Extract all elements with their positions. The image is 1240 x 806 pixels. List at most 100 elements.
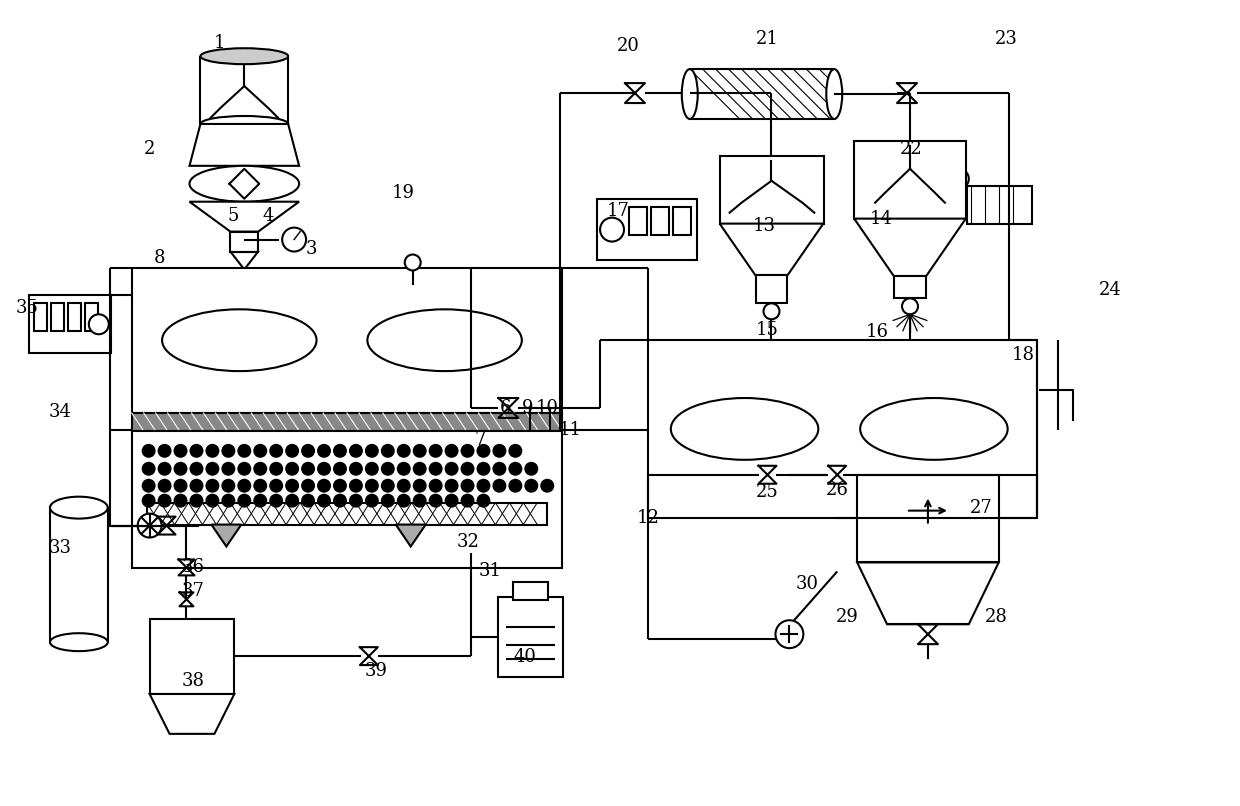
Circle shape <box>476 479 491 492</box>
Circle shape <box>89 314 109 334</box>
Ellipse shape <box>201 48 288 64</box>
Ellipse shape <box>367 310 522 371</box>
Circle shape <box>334 494 347 508</box>
Bar <box>649 340 1037 517</box>
Circle shape <box>269 479 283 492</box>
Circle shape <box>365 494 379 508</box>
Circle shape <box>301 494 315 508</box>
Text: 37: 37 <box>182 583 205 600</box>
Circle shape <box>334 479 347 492</box>
Text: 36: 36 <box>182 559 205 576</box>
Circle shape <box>492 444 506 458</box>
Bar <box>629 206 647 235</box>
Text: 13: 13 <box>753 217 776 235</box>
Circle shape <box>141 494 155 508</box>
Circle shape <box>301 479 315 492</box>
Circle shape <box>460 444 475 458</box>
Circle shape <box>525 479 538 492</box>
Circle shape <box>285 494 299 508</box>
Bar <box>131 413 562 431</box>
Bar <box>33 303 47 331</box>
Bar <box>84 303 98 331</box>
Circle shape <box>381 479 394 492</box>
Circle shape <box>237 479 252 492</box>
Text: 23: 23 <box>996 31 1018 48</box>
Text: 12: 12 <box>636 509 660 526</box>
Circle shape <box>949 168 968 189</box>
Circle shape <box>365 479 379 492</box>
Circle shape <box>429 462 443 476</box>
Circle shape <box>334 462 347 476</box>
Text: 35: 35 <box>16 299 38 318</box>
Circle shape <box>508 444 522 458</box>
Circle shape <box>334 444 347 458</box>
Text: 38: 38 <box>182 672 205 690</box>
Text: 32: 32 <box>458 533 480 550</box>
Text: 4: 4 <box>263 206 274 225</box>
Text: 30: 30 <box>796 575 818 593</box>
Text: 6: 6 <box>500 399 511 417</box>
Text: 27: 27 <box>970 499 992 517</box>
Circle shape <box>397 494 410 508</box>
Bar <box>231 231 258 251</box>
Text: 26: 26 <box>826 480 848 499</box>
Circle shape <box>508 479 522 492</box>
Circle shape <box>764 303 780 319</box>
Bar <box>51 303 64 331</box>
Bar <box>857 475 998 563</box>
Circle shape <box>775 621 804 648</box>
Circle shape <box>492 479 506 492</box>
Circle shape <box>190 479 203 492</box>
Circle shape <box>157 444 171 458</box>
Circle shape <box>445 479 459 492</box>
Ellipse shape <box>826 69 842 119</box>
Text: 33: 33 <box>48 538 72 556</box>
Circle shape <box>222 479 236 492</box>
Text: 24: 24 <box>1099 281 1122 299</box>
Bar <box>50 508 108 642</box>
Circle shape <box>317 494 331 508</box>
Ellipse shape <box>50 496 108 518</box>
Bar <box>854 141 966 218</box>
Circle shape <box>222 444 236 458</box>
Circle shape <box>317 462 331 476</box>
Circle shape <box>429 479 443 492</box>
Circle shape <box>157 479 171 492</box>
Circle shape <box>460 494 475 508</box>
Circle shape <box>141 479 155 492</box>
Text: 9: 9 <box>522 399 533 417</box>
Circle shape <box>237 494 252 508</box>
Circle shape <box>365 462 379 476</box>
Ellipse shape <box>671 398 818 459</box>
Bar <box>131 431 562 568</box>
Circle shape <box>525 462 538 476</box>
Circle shape <box>190 494 203 508</box>
Circle shape <box>283 227 306 251</box>
Circle shape <box>397 479 410 492</box>
Bar <box>755 276 787 303</box>
Text: 18: 18 <box>1012 346 1035 364</box>
Circle shape <box>413 444 427 458</box>
Circle shape <box>413 479 427 492</box>
Circle shape <box>381 494 394 508</box>
Circle shape <box>445 462 459 476</box>
Text: 8: 8 <box>154 250 165 268</box>
Circle shape <box>222 462 236 476</box>
Circle shape <box>206 479 219 492</box>
Circle shape <box>381 462 394 476</box>
Circle shape <box>508 462 522 476</box>
Circle shape <box>253 479 268 492</box>
Circle shape <box>206 462 219 476</box>
Circle shape <box>237 462 252 476</box>
Circle shape <box>174 494 187 508</box>
Text: 15: 15 <box>756 322 779 339</box>
Circle shape <box>476 494 491 508</box>
Ellipse shape <box>682 69 698 119</box>
Text: 11: 11 <box>559 421 582 439</box>
Circle shape <box>413 494 427 508</box>
Text: 29: 29 <box>836 609 858 626</box>
Text: 28: 28 <box>986 609 1008 626</box>
Circle shape <box>253 444 268 458</box>
Ellipse shape <box>201 116 288 132</box>
Text: 25: 25 <box>756 483 779 501</box>
